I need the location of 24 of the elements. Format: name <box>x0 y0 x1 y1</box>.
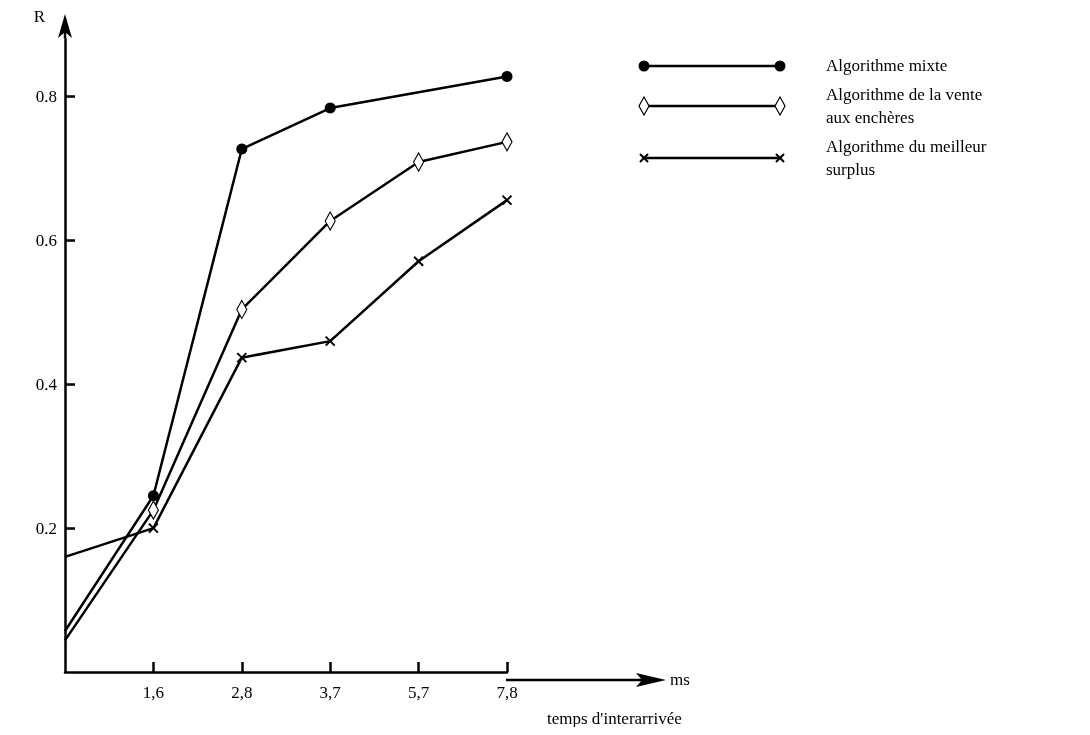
text: Algorithme du meilleur surplus <box>826 136 988 181</box>
x-tick-label: 7,8 <box>496 683 518 702</box>
point <box>501 194 513 206</box>
x-axis-title: temps d'interarrivée <box>547 709 682 728</box>
text: ms <box>670 670 690 689</box>
x-tick-label: 3,7 <box>319 683 342 702</box>
x-tick-label: 2,8 <box>231 683 253 702</box>
x-tick-label: 1,6 <box>142 683 165 702</box>
y-axis-title: R <box>33 7 46 26</box>
point <box>501 70 513 82</box>
y-tick-label: 0.2 <box>35 518 57 538</box>
y-tick-label: 0.6 <box>35 230 57 250</box>
point <box>413 255 425 267</box>
y-tick-label: 0.8 <box>35 87 57 107</box>
point <box>236 143 248 155</box>
point <box>324 102 336 114</box>
x-tick-label: 5,7 <box>407 683 430 702</box>
point <box>147 522 159 534</box>
point <box>236 352 248 364</box>
y-tick-label: 0.4 <box>35 374 58 394</box>
point <box>147 490 159 502</box>
legend-label: Algorithme mixte <box>826 55 949 77</box>
point <box>324 335 336 347</box>
text: Algorithme de la vente aux enchères <box>826 84 984 129</box>
